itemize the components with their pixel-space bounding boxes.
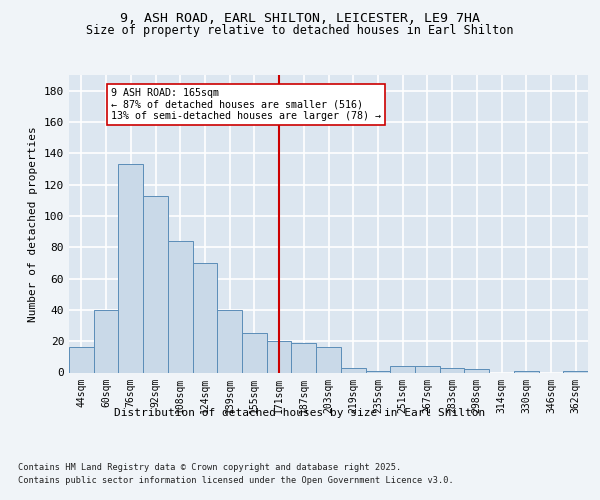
Text: Contains HM Land Registry data © Crown copyright and database right 2025.: Contains HM Land Registry data © Crown c… [18,462,401,471]
Y-axis label: Number of detached properties: Number of detached properties [28,126,38,322]
Bar [242,334,267,372]
Bar [69,348,94,372]
Bar [292,343,316,372]
Bar [341,368,365,372]
Bar [365,371,390,372]
Bar [168,241,193,372]
Bar [464,370,489,372]
Bar [193,263,217,372]
Bar [390,366,415,372]
Text: 9 ASH ROAD: 165sqm
← 87% of detached houses are smaller (516)
13% of semi-detach: 9 ASH ROAD: 165sqm ← 87% of detached hou… [111,88,381,120]
Bar [143,196,168,372]
Bar [415,366,440,372]
Bar [563,371,588,372]
Bar [267,341,292,372]
Bar [316,348,341,372]
Text: Size of property relative to detached houses in Earl Shilton: Size of property relative to detached ho… [86,24,514,37]
Bar [118,164,143,372]
Bar [94,310,118,372]
Text: Contains public sector information licensed under the Open Government Licence v3: Contains public sector information licen… [18,476,454,485]
Bar [217,310,242,372]
Bar [440,368,464,372]
Bar [514,371,539,372]
Text: Distribution of detached houses by size in Earl Shilton: Distribution of detached houses by size … [115,408,485,418]
Text: 9, ASH ROAD, EARL SHILTON, LEICESTER, LE9 7HA: 9, ASH ROAD, EARL SHILTON, LEICESTER, LE… [120,12,480,26]
